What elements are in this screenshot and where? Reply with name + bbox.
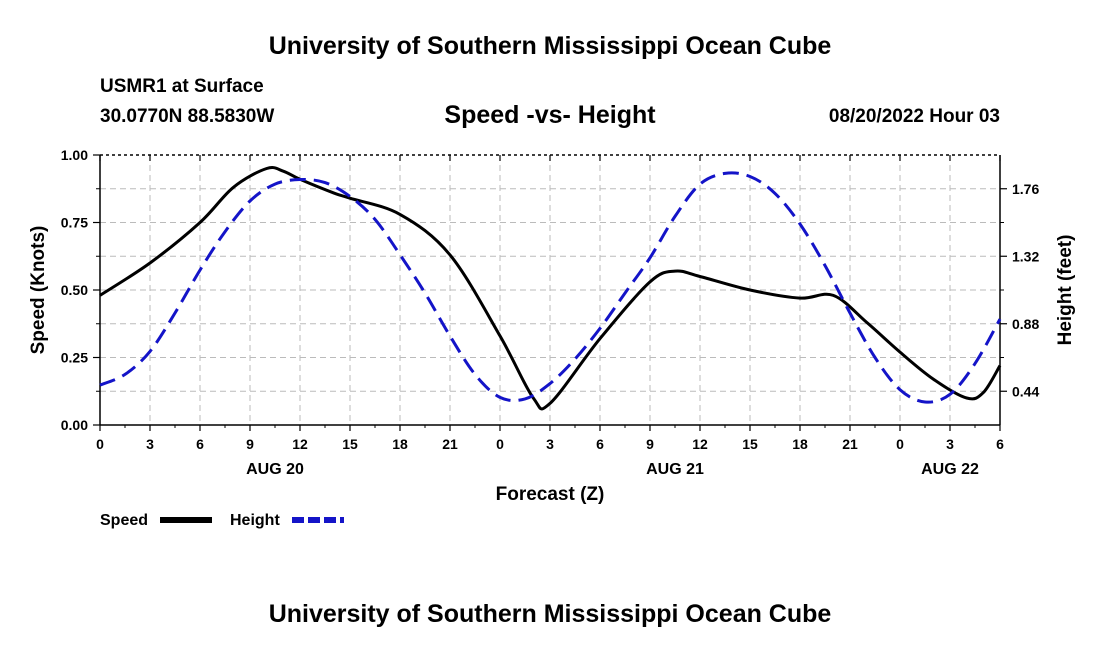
- x-tick-label: 0: [896, 436, 904, 452]
- x-tick-label: 9: [246, 436, 254, 452]
- y-tick-label: 0.25: [61, 350, 88, 366]
- x-axis-title: Forecast (Z): [496, 484, 605, 505]
- y2-tick-label: 1.32: [1012, 248, 1039, 264]
- main-title: University of Southern Mississippi Ocean…: [268, 32, 832, 60]
- y2-tick-label: 0.88: [1012, 316, 1039, 332]
- y2-tick-label: 1.76: [1012, 181, 1039, 197]
- x-tick-label: 0: [496, 436, 504, 452]
- height-series-line: [99, 171, 1002, 404]
- legend-label-speed: Speed: [100, 512, 148, 529]
- x-tick-label: 3: [146, 436, 154, 452]
- x-tick-label: 18: [392, 436, 408, 452]
- x-tick-label: 3: [546, 436, 554, 452]
- x-tick-label: 12: [292, 436, 308, 452]
- footer-title: University of Southern Mississippi Ocean…: [268, 600, 832, 628]
- x-tick-label: 3: [946, 436, 954, 452]
- x-tick-label: 12: [692, 436, 708, 452]
- x-tick-label: 21: [842, 436, 858, 452]
- date-label: AUG 22: [921, 461, 979, 478]
- chart-title: Speed -vs- Height: [444, 101, 656, 129]
- y-tick-label: 0.50: [61, 282, 88, 298]
- station-label: USMR1 at Surface: [100, 76, 264, 97]
- y2-tick-label: 0.44: [1012, 383, 1039, 399]
- x-tick-label: 6: [996, 436, 1004, 452]
- date-label: AUG 20: [246, 461, 304, 478]
- location-label: 30.0770N 88.5830W: [100, 106, 275, 127]
- date-label: AUG 21: [646, 461, 704, 478]
- x-tick-label: 15: [342, 436, 358, 452]
- y-tick-label: 0.00: [61, 417, 88, 433]
- x-tick-label: 0: [96, 436, 104, 452]
- speed-series-line: [99, 166, 1002, 411]
- x-tick-label: 21: [442, 436, 458, 452]
- datetime-label: 08/20/2022 Hour 03: [828, 106, 1000, 127]
- x-tick-label: 6: [596, 436, 604, 452]
- legend-label-height: Height: [230, 512, 280, 529]
- x-tick-label: 18: [792, 436, 808, 452]
- y2-axis-title: Height (feet): [1055, 235, 1076, 346]
- x-tick-label: 15: [742, 436, 758, 452]
- y-tick-label: 0.75: [61, 215, 88, 231]
- x-tick-label: 9: [646, 436, 654, 452]
- y-axis-title: Speed (Knots): [28, 226, 49, 355]
- y-tick-label: 1.00: [61, 147, 88, 163]
- x-tick-label: 6: [196, 436, 204, 452]
